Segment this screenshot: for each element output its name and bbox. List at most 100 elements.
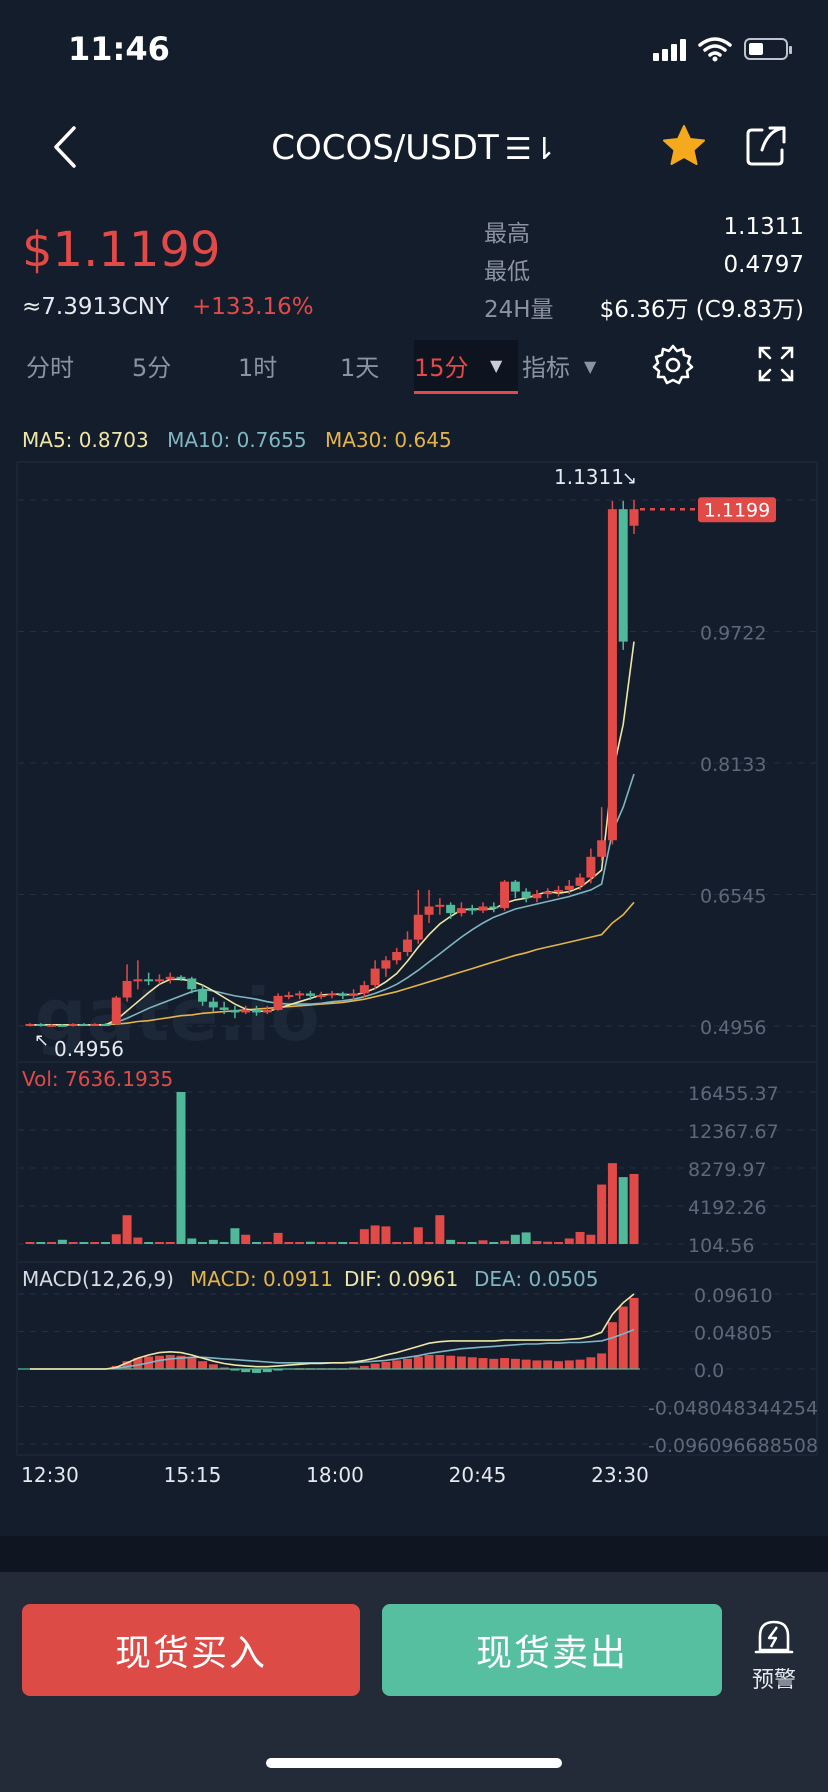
tab-timeframe-1h[interactable]: 1时 (238, 354, 278, 382)
dea-value-label: DEA: 0.0505 (474, 1267, 598, 1291)
dif-value-label: DIF: 0.0961 (344, 1267, 458, 1291)
volume-bar (597, 1184, 607, 1244)
candle (79, 1024, 89, 1027)
macd-histogram-bar (122, 1361, 132, 1369)
macd-histogram-bar (208, 1364, 218, 1369)
candle (154, 979, 164, 982)
chart-settings-button[interactable] (650, 342, 696, 388)
favorite-button[interactable] (660, 122, 710, 172)
ma10-line (30, 773, 635, 1026)
volume-bar (338, 1242, 348, 1244)
volume-bar (57, 1239, 67, 1244)
pair-selector[interactable]: COCOS/USDT ☰⇂ (0, 128, 828, 168)
volume-bar (564, 1238, 574, 1244)
macd-histogram-bar (252, 1369, 261, 1373)
candle (144, 979, 154, 982)
candle (316, 995, 326, 998)
tab-timeframe-line[interactable]: 分时 (26, 354, 74, 382)
candle (262, 1009, 272, 1013)
volume-bar (510, 1234, 520, 1244)
volume-bar (316, 1242, 326, 1244)
indicator-menu[interactable]: 指标 ▼ (522, 348, 596, 383)
candle (219, 1007, 229, 1010)
status-time: 11:46 (68, 30, 170, 68)
price-axis-label: 0.9722 (700, 623, 766, 645)
volume-bar (208, 1239, 218, 1244)
candle (111, 997, 121, 1025)
alert-bell-icon (754, 1620, 794, 1654)
expand-icon (758, 346, 794, 382)
volume-bar (144, 1242, 154, 1244)
candle (176, 976, 186, 979)
volume-bar (36, 1242, 46, 1244)
chevron-left-icon (54, 126, 76, 168)
pair-title: COCOS/USDT (271, 128, 499, 168)
indicator-label: 指标 (522, 354, 570, 382)
macd-histogram-bar (187, 1358, 197, 1369)
volume-bar (586, 1234, 596, 1244)
candle (165, 976, 175, 980)
volume-bar (327, 1242, 337, 1244)
candle (456, 908, 466, 914)
divider-strip (0, 1536, 828, 1572)
macd-histogram-bar (564, 1360, 574, 1369)
volume-bar (25, 1242, 35, 1244)
buy-button[interactable]: 现货买入 (22, 1604, 360, 1696)
candle (230, 1009, 240, 1013)
home-indicator (266, 1758, 562, 1768)
tab-timeframe-1d[interactable]: 1天 (340, 354, 380, 382)
candle (489, 906, 499, 909)
candle (284, 995, 294, 998)
tab-timeframe-5m[interactable]: 5分 (132, 354, 172, 382)
ma5-label: MA5: 0.8703 (22, 428, 149, 452)
ma30-label: MA30: 0.645 (324, 428, 452, 452)
macd-axis-label: -0.096096688508 (648, 1435, 818, 1457)
time-axis-label: 20:45 (449, 1463, 507, 1487)
price-alert-button[interactable]: 预警 (744, 1616, 804, 1696)
candle (543, 891, 553, 895)
arrow-down-right-icon: ↘ (622, 468, 637, 489)
volume-label: 24H量 (484, 297, 554, 323)
volume-bar (478, 1240, 488, 1244)
volume-axis-label: 4192.26 (688, 1197, 767, 1219)
volume-bar (305, 1241, 315, 1244)
tab-timeframe-15m[interactable]: 15分 ▼ (414, 340, 518, 394)
macd-histogram-bar (478, 1358, 488, 1369)
macd-histogram-bar (467, 1357, 477, 1369)
fullscreen-button[interactable] (756, 344, 798, 386)
volume-bar (198, 1242, 208, 1244)
macd-histogram-bar (198, 1361, 208, 1369)
candle (403, 939, 412, 953)
candle (187, 978, 197, 990)
candle (370, 968, 380, 986)
volume-bar (500, 1240, 510, 1244)
candle (575, 877, 585, 886)
ma5-line (30, 641, 635, 1026)
back-button[interactable] (40, 122, 90, 172)
candle (618, 509, 628, 642)
price-change: +133.16% (192, 294, 314, 320)
high-price-marker: 1.1311 (554, 465, 624, 489)
candle (241, 1009, 251, 1013)
macd-histogram-bar (435, 1354, 445, 1369)
ma-legend: MA5: 0.8703 MA10: 0.7655 MA30: 0.645 (22, 428, 464, 452)
volume-label: Vol: 7636.1935 (22, 1067, 173, 1091)
sell-button[interactable]: 现货卖出 (382, 1604, 722, 1696)
share-button[interactable] (742, 122, 792, 172)
volume-bar (413, 1227, 423, 1244)
volume-axis-label: 12367.67 (688, 1121, 779, 1143)
time-axis-label: 23:30 (591, 1463, 649, 1487)
macd-histogram-bar (219, 1367, 229, 1369)
macd-axis-label: 0.09610 (694, 1285, 773, 1307)
low-label: 最低 (484, 259, 530, 285)
price-axis-label: 0.6545 (700, 886, 766, 908)
candle (338, 993, 348, 996)
status-bar: 11:46 (0, 0, 828, 100)
macd-histogram-bar (133, 1358, 143, 1369)
volume-bar (370, 1225, 380, 1244)
volume-bar (403, 1241, 412, 1244)
volume-bar (241, 1234, 251, 1244)
candle (586, 856, 596, 878)
macd-histogram-bar (597, 1353, 607, 1369)
